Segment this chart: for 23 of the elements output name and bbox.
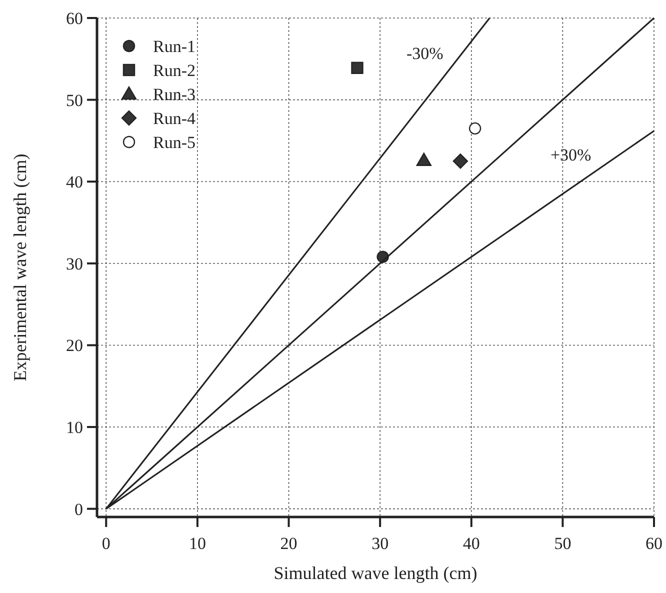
y-tick-label: 30 [66, 254, 83, 274]
y-tick-label: 0 [74, 500, 83, 519]
series-label: -30% [406, 44, 444, 64]
y-axis-title: Experimental wave length (cm) [10, 154, 30, 382]
y-tick-label: 40 [66, 172, 83, 192]
legend-label: Run-4 [153, 108, 196, 128]
y-tick-label: 20 [66, 336, 83, 356]
x-axis-title: Simulated wave length (cm) [274, 563, 478, 583]
x-tick-label: 50 [554, 534, 572, 553]
x-tick-label: 60 [646, 534, 662, 553]
x-tick-label: 0 [102, 534, 110, 553]
legend-label: Run-1 [153, 36, 196, 56]
x-tick-label: 10 [188, 534, 206, 553]
legend-label: Run-3 [153, 84, 196, 104]
y-tick-label: 60 [66, 8, 83, 28]
legend-label: Run-5 [153, 132, 196, 152]
legend-label: Run-2 [153, 60, 196, 80]
y-tick-label: 10 [66, 418, 83, 437]
series-label: +30% [550, 146, 592, 165]
y-tick-label: 50 [66, 90, 83, 110]
x-tick-label: 20 [280, 534, 298, 553]
x-tick-label: 30 [372, 534, 389, 553]
x-tick-label: 40 [462, 534, 480, 553]
